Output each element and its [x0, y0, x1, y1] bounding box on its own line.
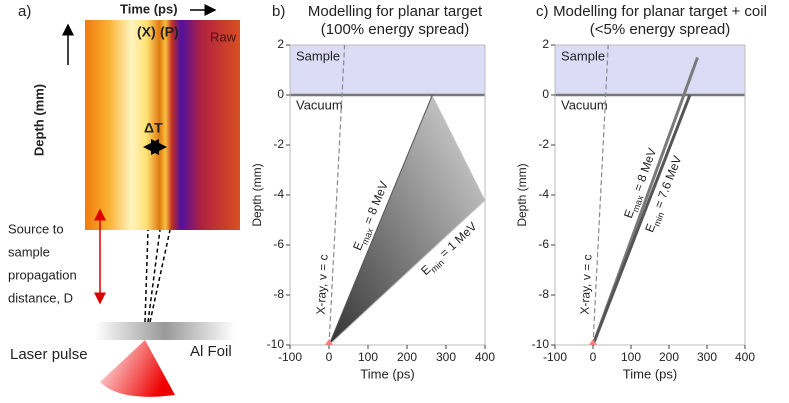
source-marker	[589, 339, 597, 345]
panel-label: b)	[272, 3, 285, 20]
source-text: Source to	[8, 221, 64, 236]
x-tick-label: 200	[659, 350, 679, 364]
series-line	[328, 44, 346, 346]
panel-label: c)	[536, 3, 549, 20]
sample-label: Sample	[561, 48, 605, 63]
y-label: Depth (mm)	[515, 163, 529, 226]
marker-x: (X)	[137, 24, 156, 40]
y-tick-label: -10	[532, 337, 550, 351]
x-tick-label: 0	[326, 350, 333, 364]
y-tick-label: -8	[273, 287, 284, 301]
delta-label: ΔT	[144, 120, 163, 136]
y-tick-label: -6	[273, 237, 284, 251]
x-label: Time (ps)	[120, 1, 178, 16]
y-tick-label: -2	[273, 137, 284, 151]
foil-label: Al Foil	[190, 343, 232, 360]
y-tick-label: -8	[538, 287, 549, 301]
y-tick-label: -2	[538, 137, 549, 151]
x-tick-label: 300	[436, 350, 456, 364]
x-tick-label: -100	[278, 350, 302, 364]
raw-label: Raw	[210, 29, 237, 44]
marker-p: (P)	[160, 24, 179, 40]
source-text: propagation	[8, 267, 77, 282]
series-line	[592, 44, 609, 346]
panel-label: a)	[18, 3, 31, 20]
label-part: min	[652, 211, 667, 228]
x-tick-label: 300	[697, 350, 717, 364]
sample-label: Sample	[296, 48, 340, 63]
x-label: Time (ps)	[360, 366, 414, 381]
sample-region	[555, 45, 745, 95]
x-tick-label: 200	[397, 350, 417, 364]
y-tick-label: 0	[277, 87, 284, 101]
streak-image	[85, 20, 240, 230]
chart-title: Modelling for planar target	[308, 3, 483, 20]
chart-title: (<5% energy spread)	[590, 21, 731, 38]
beam-lines	[144, 229, 171, 323]
source-marker	[325, 339, 333, 345]
x-tick-label: 400	[735, 350, 755, 364]
vacuum-label: Vacuum	[561, 97, 608, 112]
x-tick-label: -100	[543, 350, 567, 364]
x-tick-label: 400	[475, 350, 495, 364]
x-tick-label: 100	[358, 350, 378, 364]
series-label: X-ray, v = c	[578, 254, 595, 315]
label-part: X-ray, v = c	[578, 254, 595, 315]
series-line	[591, 94, 692, 346]
energy-wedge	[329, 95, 485, 345]
source-text: distance, D	[8, 290, 73, 305]
label-part: X-ray, v = c	[314, 254, 331, 315]
source-text: sample	[8, 244, 50, 259]
panel-a: a) Time (ps) Depth (mm) (X) (P) Raw ΔT S…	[8, 1, 240, 397]
vacuum-label: Vacuum	[296, 97, 343, 112]
y-tick-label: 2	[277, 37, 284, 51]
y-tick-label: -10	[267, 337, 285, 351]
y-tick-label: -6	[538, 237, 549, 251]
chart-title: (100% energy spread)	[321, 21, 469, 38]
y-tick-label: -4	[273, 187, 284, 201]
y-tick-label: -4	[538, 187, 549, 201]
x-tick-label: 100	[621, 350, 641, 364]
laser-label: Laser pulse	[10, 346, 88, 363]
y-label: Depth (mm)	[250, 163, 264, 226]
foil	[95, 322, 235, 340]
y-label: Depth (mm)	[31, 84, 46, 156]
laser-cone	[100, 340, 175, 397]
series-line	[328, 94, 433, 346]
x-label: Time (ps)	[623, 366, 677, 381]
sample-region	[290, 45, 485, 95]
x-tick-label: 0	[590, 350, 597, 364]
y-tick-label: 0	[542, 87, 549, 101]
chart-title: Modelling for planar target + coil	[553, 3, 767, 20]
y-tick-label: 2	[542, 37, 549, 51]
series-line	[328, 199, 486, 346]
series-label: X-ray, v = c	[314, 254, 331, 315]
